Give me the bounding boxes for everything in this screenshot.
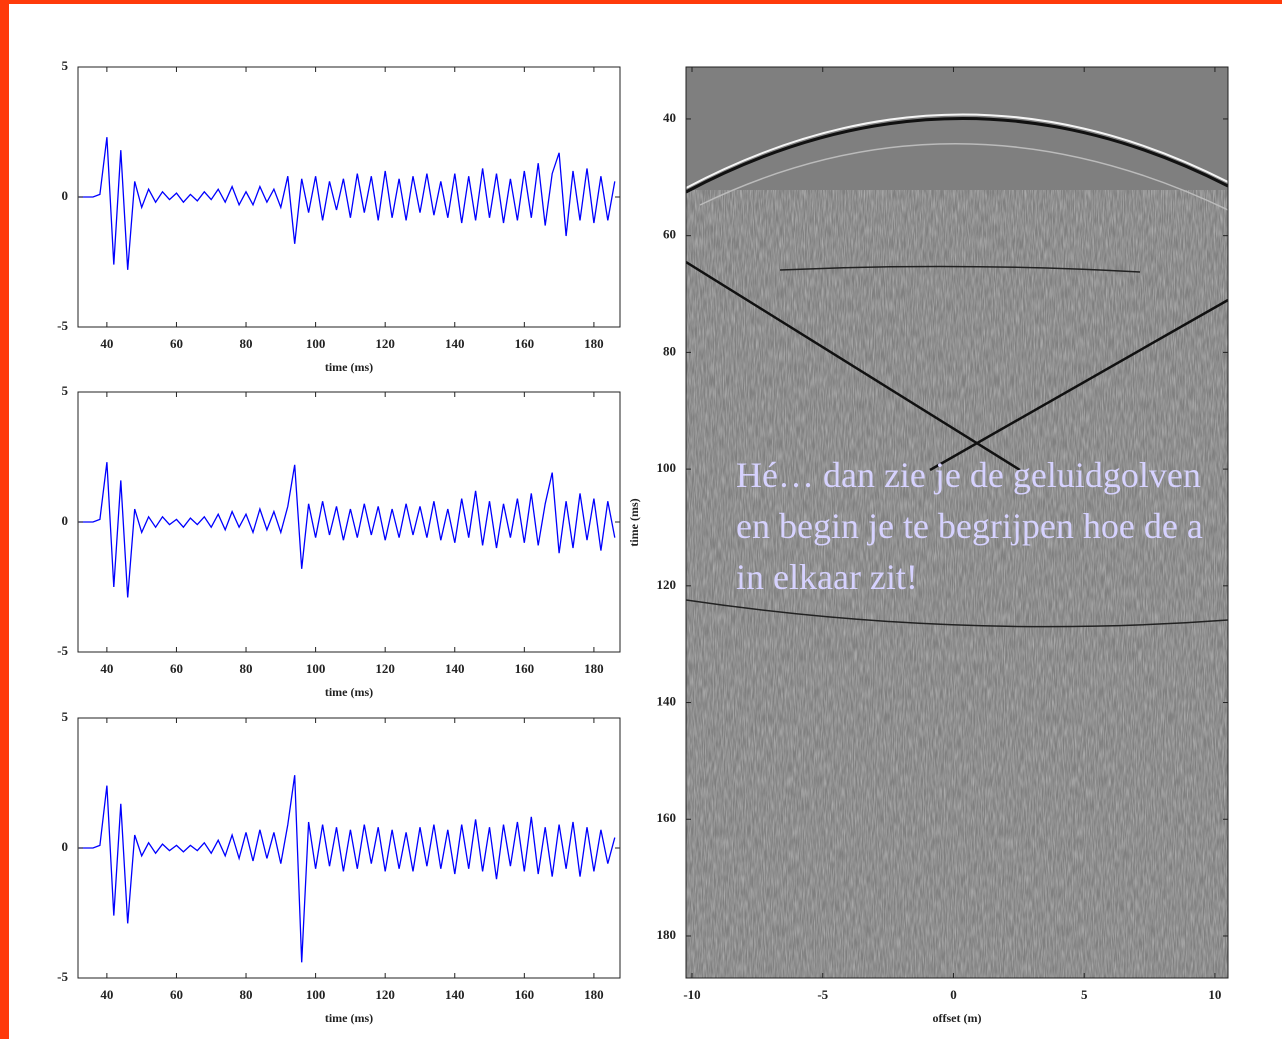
wavefront [686,116,1228,194]
y-tick-label: 40 [663,110,676,125]
y-tick-label: 180 [657,927,677,942]
x-tick-label: 60 [170,661,183,676]
y-tick-label: -5 [57,318,68,333]
annotation: en begin je te begrijpen hoe de a [736,506,1203,546]
x-tick-label: 80 [240,661,253,676]
annotation: Hé… dan zie je de geluidgolven [736,455,1201,495]
plot-frame [77,717,621,979]
y-tick-label: 100 [657,460,677,475]
trace [79,462,616,598]
x-tick-label: 40 [100,336,113,351]
x-tick-label: 160 [515,661,535,676]
x-axis-label: time (ms) [325,685,373,699]
trace [79,775,616,963]
x-tick-label: 0 [950,987,957,1002]
y-tick-label: 5 [62,383,69,398]
x-tick-label: 120 [375,987,395,1002]
y-tick-label: -5 [57,643,68,658]
x-tick-label: 40 [100,661,113,676]
trace [79,137,616,270]
left-border [0,0,9,1039]
x-tick-label: 5 [1081,987,1088,1002]
x-tick-label: 100 [306,661,326,676]
x-tick-label: 60 [170,987,183,1002]
top-border [0,0,1282,4]
x-tick-label: 180 [584,661,604,676]
annotation: in elkaar zit! [736,557,918,597]
x-tick-label: 60 [170,336,183,351]
y-tick-label: 140 [657,694,677,709]
x-tick-label: 40 [100,987,113,1002]
x-tick-label: 100 [306,336,326,351]
x-tick-label: 160 [515,987,535,1002]
x-axis-label: time (ms) [325,360,373,374]
y-tick-label: 120 [657,577,677,592]
y-tick-label: 5 [62,709,69,724]
x-tick-label: 180 [584,336,604,351]
x-axis-label: offset (m) [933,1011,982,1025]
x-tick-label: 180 [584,987,604,1002]
wavefront [699,143,1228,211]
seismic-image [686,67,1228,978]
wavefront [929,298,1228,472]
x-tick-label: 100 [306,987,326,1002]
y-axis-label: time (ms) [627,498,641,546]
x-tick-label: 10 [1208,987,1221,1002]
image-frame [685,66,1229,979]
y-tick-label: -5 [57,969,68,984]
y-tick-label: 80 [663,343,676,358]
x-tick-label: 120 [375,661,395,676]
y-tick-label: 0 [62,188,69,203]
y-tick-label: 160 [657,810,677,825]
y-tick-label: 0 [62,513,69,528]
x-tick-label: 140 [445,987,465,1002]
x-tick-label: 140 [445,336,465,351]
x-tick-label: 80 [240,336,253,351]
y-tick-label: 5 [62,58,69,73]
x-tick-label: 120 [375,336,395,351]
x-axis-label: time (ms) [325,1011,373,1025]
x-tick-label: 160 [515,336,535,351]
wavefront [779,265,1141,273]
image-noise [686,190,1228,978]
x-tick-label: 140 [445,661,465,676]
wavefront [686,260,1021,472]
wavefront [686,599,1228,628]
y-tick-label: 60 [663,227,676,242]
x-tick-label: -10 [683,987,700,1002]
y-tick-label: 0 [62,839,69,854]
wavefront [686,113,1228,189]
x-tick-label: 80 [240,987,253,1002]
x-tick-label: -5 [817,987,828,1002]
